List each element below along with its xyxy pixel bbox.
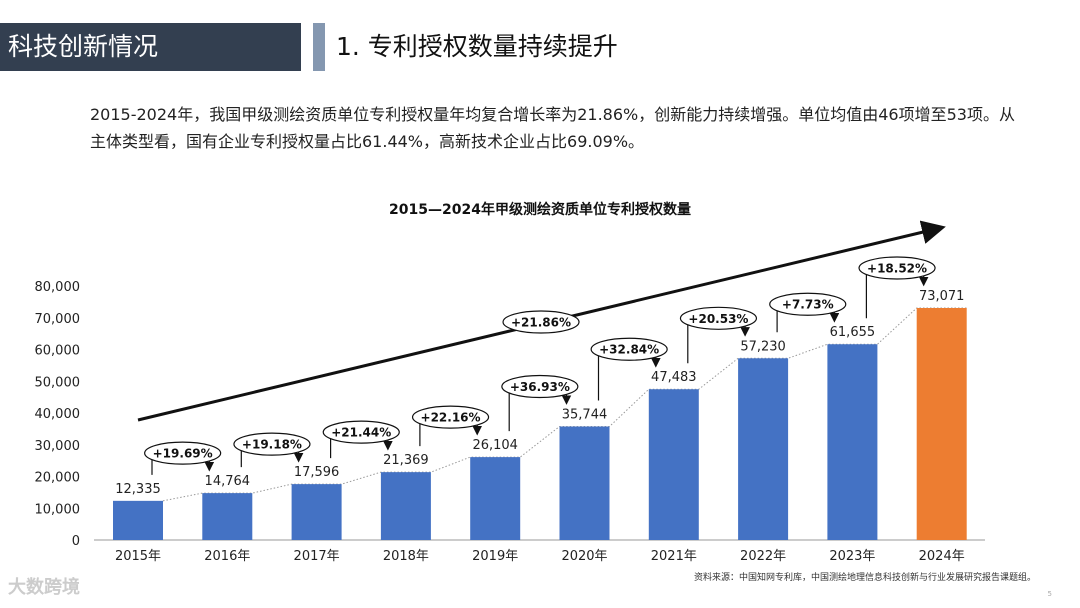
data-label: 61,655 xyxy=(830,325,876,340)
x-tick-label: 2020年 xyxy=(561,549,607,564)
growth-label: +19.18% xyxy=(242,438,302,452)
bar-2018年 xyxy=(380,472,431,540)
description: 2015-2024年，我国甲级测绘资质单位专利授权量年均复合增长率为21.86%… xyxy=(90,105,1015,151)
y-tick-label: 60,000 xyxy=(35,344,81,359)
data-label: 12,335 xyxy=(115,482,161,497)
page-title: 1. 专利授权数量持续提升 xyxy=(336,32,618,61)
y-tick-label: 50,000 xyxy=(35,375,81,390)
x-tick-label: 2017年 xyxy=(294,549,340,564)
y-tick-label: 20,000 xyxy=(35,471,81,486)
growth-label: +22.16% xyxy=(421,411,481,425)
growth-bubble xyxy=(769,292,847,316)
cagr-label: +21.86% xyxy=(511,316,571,330)
bar-2022年 xyxy=(738,358,789,540)
growth-bubble xyxy=(679,306,758,330)
growth-label: +19.69% xyxy=(153,447,213,461)
growth-label: +18.52% xyxy=(867,261,927,275)
data-label: 47,483 xyxy=(651,370,697,385)
data-label: 21,369 xyxy=(383,453,429,468)
growth-label: +7.73% xyxy=(782,298,834,312)
cagr-bubble xyxy=(502,310,580,334)
growth-label: +21.44% xyxy=(331,426,391,440)
page-number: 5 xyxy=(1047,590,1052,598)
bar-2021年 xyxy=(648,389,699,540)
y-tick-label: 10,000 xyxy=(35,502,81,517)
data-label: 26,104 xyxy=(472,438,518,453)
data-label: 35,744 xyxy=(562,408,608,423)
chart-title: 2015—2024年甲级测绘资质单位专利授权数量 xyxy=(389,202,691,218)
x-tick-label: 2018年 xyxy=(383,549,429,564)
bar-2024年 xyxy=(916,307,967,540)
x-tick-label: 2019年 xyxy=(472,549,518,564)
source-note: 资料来源：中国知网专利库，中国测绘地理信息科技创新与行业发展研究报告课题组。 xyxy=(693,573,1036,583)
y-tick-label: 0 xyxy=(72,534,80,549)
bar-2023年 xyxy=(827,344,878,540)
x-tick-label: 2023年 xyxy=(829,549,875,564)
x-tick-label: 2021年 xyxy=(651,549,697,564)
growth-bubble xyxy=(233,432,311,456)
data-label: 57,230 xyxy=(740,339,786,354)
bar-2019年 xyxy=(470,457,521,540)
bar-2017年 xyxy=(291,484,342,540)
x-tick-label: 2024年 xyxy=(919,549,965,564)
data-label: 73,071 xyxy=(919,289,965,304)
growth-bubble xyxy=(411,405,490,429)
watermark-logo: 大数跨境 xyxy=(8,577,80,598)
bar-2015年 xyxy=(113,500,163,540)
y-tick-label: 30,000 xyxy=(35,439,81,454)
x-tick-label: 2015年 xyxy=(115,549,161,564)
x-tick-label: 2016年 xyxy=(204,549,250,564)
growth-bubble xyxy=(590,337,668,361)
y-tick-label: 70,000 xyxy=(35,312,81,327)
data-label: 17,596 xyxy=(294,465,340,480)
growth-label: +32.84% xyxy=(599,343,659,357)
growth-bubble xyxy=(858,256,936,280)
bar-2016年 xyxy=(202,493,253,540)
growth-label: +20.53% xyxy=(688,312,748,326)
growth-bubble xyxy=(501,374,579,399)
y-tick-label: 80,000 xyxy=(35,280,81,295)
growth-bubble xyxy=(322,420,400,444)
bar-2020年 xyxy=(559,426,610,540)
y-tick-label: 40,000 xyxy=(35,407,81,422)
growth-label: +36.93% xyxy=(510,380,570,394)
x-tick-label: 2022年 xyxy=(740,549,786,564)
growth-bubble xyxy=(144,441,222,465)
data-label: 14,764 xyxy=(205,474,251,489)
title-accent-bar xyxy=(313,23,325,71)
section-label: 科技创新情况 xyxy=(0,23,301,71)
